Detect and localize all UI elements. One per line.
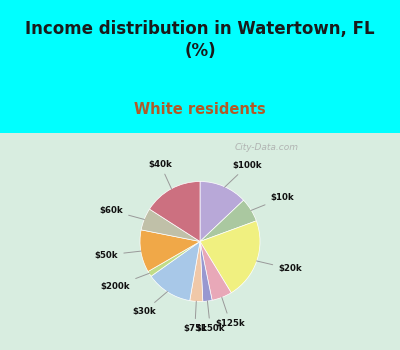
Text: $100k: $100k [224, 161, 262, 187]
Text: $50k: $50k [95, 251, 141, 260]
Text: $20k: $20k [256, 261, 302, 273]
Text: $60k: $60k [100, 206, 144, 219]
Text: $40k: $40k [148, 160, 172, 189]
Text: $75k: $75k [183, 301, 207, 333]
Text: $200k: $200k [101, 273, 150, 291]
Text: $125k: $125k [216, 297, 245, 328]
Wedge shape [190, 241, 203, 301]
Text: $10k: $10k [251, 194, 294, 210]
Wedge shape [200, 241, 212, 301]
Wedge shape [141, 209, 200, 241]
Text: $30k: $30k [132, 292, 168, 316]
Wedge shape [200, 241, 231, 300]
Text: City-Data.com: City-Data.com [235, 143, 299, 152]
Wedge shape [200, 221, 260, 293]
Wedge shape [200, 182, 244, 241]
Text: Income distribution in Watertown, FL
(%): Income distribution in Watertown, FL (%) [25, 20, 375, 60]
Wedge shape [151, 241, 200, 301]
Text: White residents: White residents [134, 102, 266, 117]
Wedge shape [148, 241, 200, 276]
Wedge shape [200, 200, 256, 242]
Text: $150k: $150k [196, 301, 225, 332]
Wedge shape [150, 182, 200, 241]
Wedge shape [140, 230, 200, 272]
